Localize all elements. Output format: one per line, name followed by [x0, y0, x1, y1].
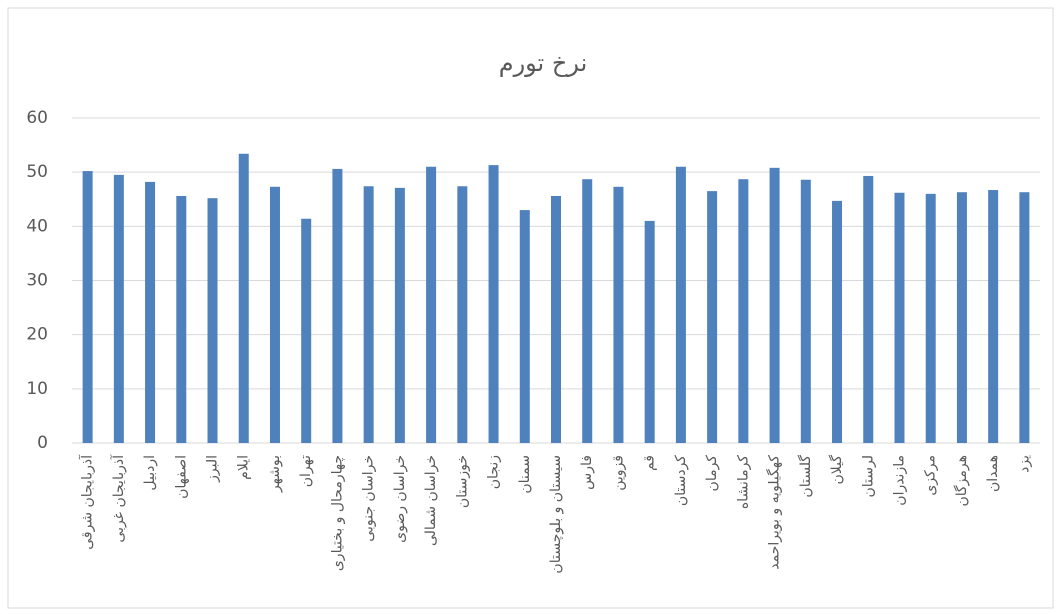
y-tick-label: 10 — [26, 379, 48, 399]
bar — [207, 198, 218, 443]
bar — [301, 218, 312, 443]
bar — [176, 196, 187, 443]
bar — [894, 192, 905, 443]
bar — [457, 186, 468, 443]
bar — [800, 179, 811, 443]
y-tick-label: 30 — [26, 271, 48, 291]
bar — [675, 166, 686, 443]
bar — [332, 168, 343, 443]
x-tick-label: کرمانشاه — [735, 455, 751, 509]
bar — [113, 174, 124, 443]
x-tick-label: کرمان — [704, 455, 720, 492]
chart-title: نرخ تورم — [499, 49, 588, 77]
x-tick-label: کردستان — [673, 455, 689, 506]
bar — [644, 220, 655, 443]
x-tick-label: لرستان — [860, 455, 876, 498]
x-tick-label: قزوین — [610, 455, 626, 491]
bar — [956, 192, 967, 443]
x-tick-label: فارس — [579, 455, 595, 490]
bar — [363, 186, 374, 443]
x-tick-label: خوزستان — [454, 455, 470, 508]
x-tick-label: خراسان رضوی — [392, 455, 408, 543]
x-tick-label: خراسان جنوبی — [361, 455, 377, 542]
bar — [426, 166, 437, 443]
y-tick-label: 20 — [26, 325, 48, 345]
x-tick-label: یزد — [1016, 455, 1032, 473]
bar — [769, 167, 780, 444]
x-tick-label: همدان — [985, 455, 1001, 492]
bar — [488, 165, 499, 443]
bar — [988, 190, 999, 443]
bar — [394, 187, 405, 443]
x-tick-label: قم — [642, 455, 658, 471]
x-tick-label: زنجان — [486, 455, 502, 489]
x-tick-label: اصفهان — [173, 455, 189, 499]
bar — [832, 200, 843, 443]
x-tick-label: مازندران — [891, 455, 907, 506]
x-tick-label: سمنان — [517, 455, 533, 494]
bar — [582, 179, 593, 444]
bar — [551, 196, 561, 443]
x-tick-label: آذربایجان غربی — [110, 454, 127, 543]
x-tick-label: اردبیل — [142, 455, 158, 491]
y-tick-label: 0 — [37, 433, 48, 453]
bar — [613, 186, 624, 443]
y-tick-label: 60 — [26, 108, 48, 128]
x-tick-label: گیلان — [828, 455, 845, 485]
x-tick-label: هرمزگان — [953, 455, 970, 507]
x-tick-label: آذربایجان شرقی — [79, 454, 96, 550]
bar — [145, 181, 156, 443]
y-tick-label: 50 — [26, 162, 48, 182]
x-tick-label: خراسان شمالی — [423, 455, 439, 546]
y-tick-label: 40 — [26, 216, 48, 236]
bar — [519, 210, 530, 443]
x-tick-label: بوشهر — [267, 455, 283, 493]
x-tick-label: چهارمحال و بختیاری — [329, 455, 345, 571]
x-tick-label: گلستان — [797, 455, 814, 498]
bar — [238, 153, 249, 443]
x-tick-label: مرکزی — [923, 455, 939, 496]
x-tick-label: کهگیلویه و بویراحمد — [766, 455, 783, 570]
bar — [707, 191, 718, 443]
bar — [863, 175, 874, 444]
bar — [1019, 192, 1030, 443]
bar — [82, 171, 93, 444]
bar — [269, 186, 280, 443]
bar — [738, 179, 749, 444]
x-tick-label: تهران — [298, 455, 314, 487]
bar — [925, 193, 936, 443]
x-tick-label: ایلام — [236, 455, 252, 480]
x-tick-label: سیستان و بلوچستان — [548, 455, 564, 574]
x-tick-label: البرز — [205, 455, 221, 483]
